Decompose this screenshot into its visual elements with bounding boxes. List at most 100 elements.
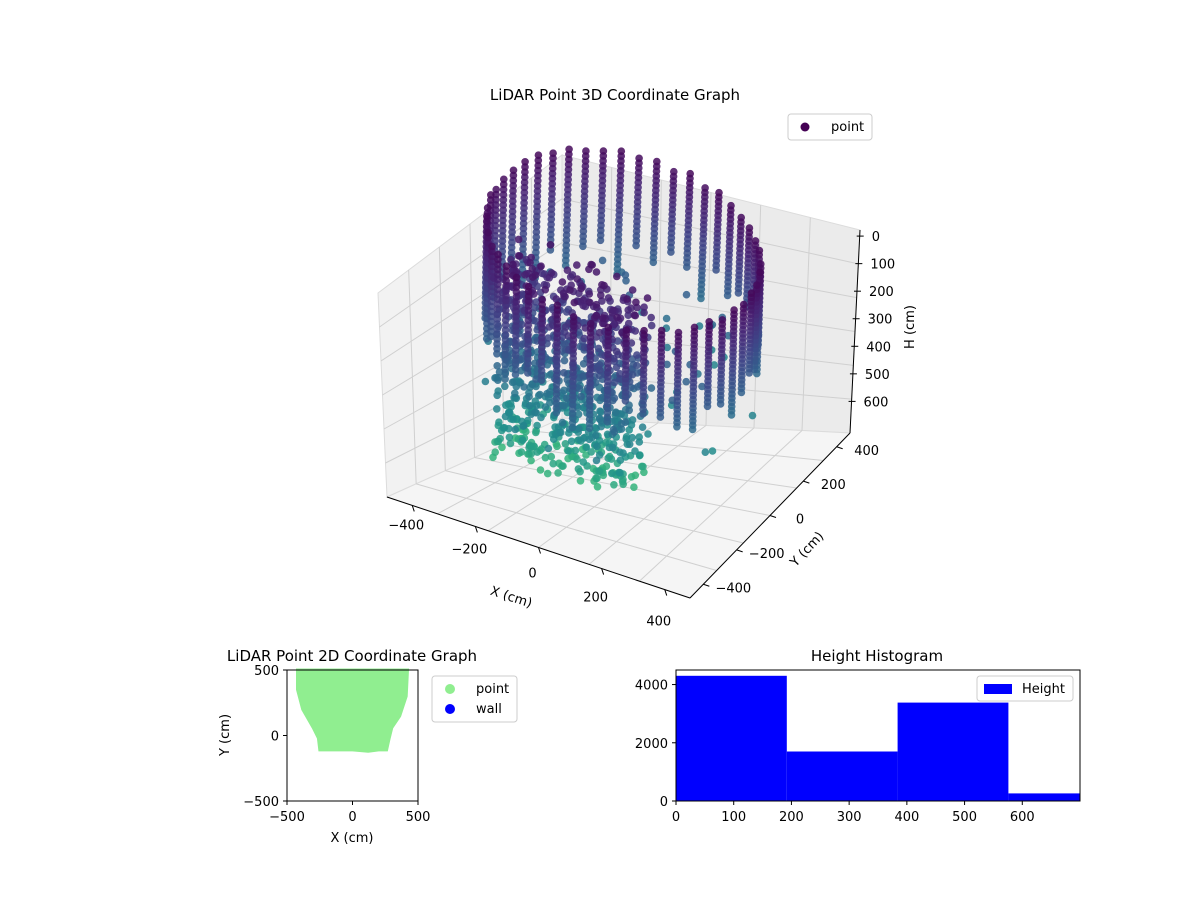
point-3d <box>541 285 550 294</box>
point-3d <box>593 474 601 483</box>
point-3d <box>613 313 621 322</box>
point-3d <box>536 466 545 474</box>
point-3d <box>670 167 678 176</box>
x-tick-label-3d: −400 <box>388 518 424 533</box>
point-3d <box>623 295 631 303</box>
point-3d <box>604 294 613 302</box>
legend-histogram-label: Height <box>1022 682 1065 697</box>
point-3d <box>647 321 656 330</box>
ticks-histogram: 0 100 200 300 400 500 600 0 2000 4000 <box>635 679 1035 825</box>
point-3d <box>537 413 545 422</box>
x-tick-label-hist: 300 <box>837 810 862 825</box>
x-tick-label-3d: 200 <box>583 591 608 606</box>
point-3d <box>501 412 510 421</box>
chart-3d: LiDAR Point 3D Coordinate Graph −400 −200… <box>377 86 918 630</box>
x-tick-label-2d: 500 <box>406 810 431 825</box>
y-tick-label-3d: 0 <box>796 513 804 528</box>
point-3d <box>543 469 552 478</box>
y-tick-label-hist: 0 <box>660 795 668 810</box>
point-3d <box>495 418 503 427</box>
y-tick-3d <box>736 549 743 553</box>
point-3d <box>753 281 761 290</box>
point-3d <box>506 399 515 408</box>
x-tick-label-hist: 0 <box>672 810 680 825</box>
histogram-title: Height Histogram <box>811 647 943 665</box>
point-3d <box>747 289 756 298</box>
point-3d <box>640 468 648 477</box>
point-3d <box>627 473 636 481</box>
point-3d <box>586 298 594 307</box>
point-3d <box>595 328 604 337</box>
point-3d <box>525 392 533 401</box>
point-3d <box>715 188 723 197</box>
histogram-bar <box>897 702 1009 801</box>
point-3d <box>587 448 595 456</box>
ticks-3d: −400 −200 0 200 400 −400 −200 0 200 400 0 100 200 300… <box>388 230 895 629</box>
chart-2d-title: LiDAR Point 2D Coordinate Graph <box>227 647 477 665</box>
y-axis-label-3d: Y (cm) <box>787 529 827 571</box>
point-3d <box>647 384 656 392</box>
x-tick-3d <box>538 547 541 554</box>
point-3d <box>756 268 764 277</box>
point-3d <box>567 437 576 446</box>
x-tick-label-hist: 100 <box>721 810 746 825</box>
point-3d <box>632 298 640 307</box>
point-3d <box>595 366 604 374</box>
point-3d <box>569 313 578 321</box>
point-3d <box>520 383 528 391</box>
point-3d <box>496 434 504 443</box>
legend-3d: point <box>787 113 873 141</box>
point-3d <box>491 448 500 457</box>
grid-line-back-v <box>801 217 811 431</box>
point-3d <box>532 298 540 306</box>
point-3d <box>538 295 547 304</box>
y-tick-label-3d: 400 <box>854 444 879 459</box>
y-tick-label-hist: 4000 <box>635 679 668 694</box>
z-tick-label-3d: 600 <box>864 395 889 410</box>
point-3d <box>579 458 588 466</box>
point-3d <box>592 456 601 465</box>
point-3d <box>505 424 513 433</box>
z-tick-label-3d: 300 <box>868 313 893 328</box>
point-3d <box>531 408 539 417</box>
point-3d <box>547 452 556 461</box>
point-3d <box>573 275 582 283</box>
point-3d <box>558 418 567 427</box>
point-3d <box>527 449 536 458</box>
point-3d <box>549 459 557 468</box>
point-3d <box>628 416 637 424</box>
point-3d <box>570 298 579 307</box>
point-3d <box>511 389 519 398</box>
point-3d <box>644 430 652 438</box>
point-3d <box>621 418 630 427</box>
point-3d <box>493 362 502 370</box>
point-3d <box>616 468 624 477</box>
point-3d <box>560 369 568 377</box>
point-3d <box>566 273 575 281</box>
point-3d <box>610 320 619 329</box>
point-3d <box>598 256 607 265</box>
point-3d <box>546 241 555 249</box>
y-tick-label-3d: −200 <box>749 547 785 562</box>
point-3d <box>624 311 632 320</box>
point-3d <box>494 373 503 382</box>
point-3d <box>577 392 585 401</box>
point-3d <box>533 421 541 430</box>
point-3d <box>559 462 567 470</box>
point-3d <box>509 415 517 424</box>
point-3d <box>557 428 565 437</box>
point-3d <box>625 406 633 415</box>
x-tick-label-2d: −500 <box>269 810 305 825</box>
point-3d <box>501 382 509 391</box>
point-3d <box>596 407 604 416</box>
point-3d <box>527 456 535 465</box>
point-3d <box>582 443 591 452</box>
point-3d <box>682 290 691 299</box>
point-3d <box>748 411 757 420</box>
point-3d <box>647 313 655 322</box>
x-tick-3d <box>601 568 605 575</box>
point-3d <box>505 433 514 442</box>
point-3d <box>566 286 574 294</box>
point-3d <box>509 260 517 269</box>
point-3d <box>657 326 666 335</box>
